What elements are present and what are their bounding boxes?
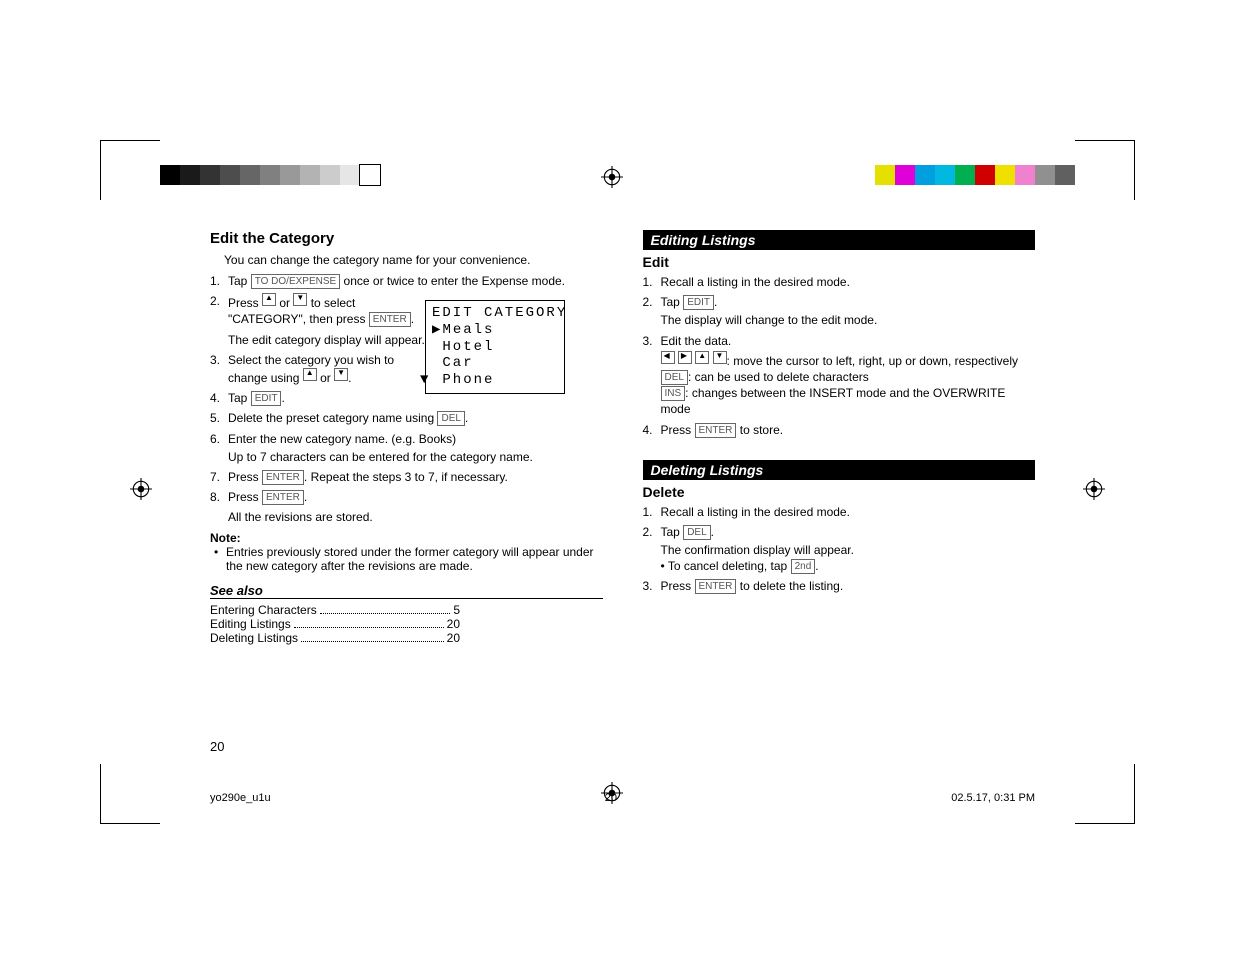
step-sub: DEL: can be used to delete characters (661, 369, 1036, 385)
intro-text: You can change the category name for you… (224, 253, 603, 267)
section-bar: Deleting Listings (643, 460, 1036, 480)
up-arrow-key-icon (695, 351, 709, 364)
right-column: Editing Listings Edit 1.Recall a listing… (643, 230, 1036, 764)
steps-list: 1.Recall a listing in the desired mode. … (643, 504, 1036, 595)
section-bar: Editing Listings (643, 230, 1036, 250)
right-arrow-key-icon (678, 351, 692, 364)
keycap: DEL (661, 370, 688, 385)
down-arrow-key-icon (713, 351, 727, 364)
see-also-row: Entering Characters5 (210, 603, 460, 617)
footer: yo290e_u1u 20 02.5.17, 0:31 PM (210, 792, 1035, 804)
step: 4. Tap EDIT. (210, 390, 603, 406)
step-sub: All the revisions are stored. (228, 509, 603, 525)
keycap: ENTER (695, 579, 737, 594)
note-text: Entries previously stored under the form… (214, 545, 603, 573)
crop-mark (1075, 764, 1135, 824)
step: 3. Edit the data. : move the cursor to l… (643, 333, 1036, 418)
keycap: EDIT (251, 391, 282, 406)
grayscale-calibration-bar (160, 165, 380, 185)
keycap: ENTER (369, 312, 411, 327)
page: EDIT CATEGORY ▶Meals Hotel Car ▼ Phone E… (0, 0, 1235, 954)
keycap: ENTER (262, 470, 304, 485)
crop-mark (1075, 140, 1135, 200)
left-arrow-key-icon (661, 351, 675, 364)
step: 1.Recall a listing in the desired mode. (643, 274, 1036, 290)
step: 3. Select the category you wish to chang… (210, 352, 603, 386)
see-also-row: Deleting Listings20 (210, 631, 460, 645)
step: 1.Recall a listing in the desired mode. (643, 504, 1036, 520)
step-sub: The confirmation display will appear. (661, 542, 1036, 558)
crop-mark (100, 764, 160, 824)
keycap: TO DO/EXPENSE (251, 274, 341, 289)
see-also-heading: See also (210, 583, 603, 599)
step: 5. Delete the preset category name using… (210, 410, 603, 426)
keycap: DEL (437, 411, 464, 426)
footer-timestamp: 02.5.17, 0:31 PM (951, 792, 1035, 804)
keycap: ENTER (262, 490, 304, 505)
step: 2. Tap DEL. The confirmation display wil… (643, 524, 1036, 575)
steps-list: 1. Tap TO DO/EXPENSE once or twice to en… (210, 273, 603, 525)
keycap: EDIT (683, 295, 714, 310)
content-area: Edit the Category You can change the cat… (210, 230, 1035, 764)
step: 3. Press ENTER to delete the listing. (643, 578, 1036, 594)
down-arrow-key-icon (293, 293, 307, 306)
step-sub: The edit category display will appear. (228, 332, 433, 348)
left-column: Edit the Category You can change the cat… (210, 230, 603, 764)
note-heading: Note: (210, 531, 603, 545)
keycap: 2nd (791, 559, 816, 574)
down-arrow-key-icon (334, 368, 348, 381)
see-also-list: Entering Characters5Editing Listings20De… (210, 603, 460, 645)
step-sub: The display will change to the edit mode… (661, 312, 1036, 328)
step: 7. Press ENTER. Repeat the steps 3 to 7,… (210, 469, 603, 485)
registration-mark-icon (601, 166, 623, 188)
subheading: Delete (643, 484, 1036, 500)
footer-file: yo290e_u1u (210, 792, 271, 804)
section-title: Edit the Category (210, 230, 603, 247)
subheading: Edit (643, 254, 1036, 270)
step-sub: • To cancel deleting, tap 2nd. (661, 558, 1036, 574)
keycap: DEL (683, 525, 710, 540)
up-arrow-key-icon (262, 293, 276, 306)
step: 2. Tap EDIT. The display will change to … (643, 294, 1036, 328)
see-also-row: Editing Listings20 (210, 617, 460, 631)
keycap: ENTER (695, 423, 737, 438)
steps-list: 1.Recall a listing in the desired mode. … (643, 274, 1036, 438)
crop-mark (100, 140, 160, 200)
step: 6. Enter the new category name. (e.g. Bo… (210, 431, 603, 465)
footer-page: 20 (605, 792, 617, 804)
step: 2. Press or to select "CATEGORY", then p… (210, 293, 603, 348)
step: 8. Press ENTER. All the revisions are st… (210, 489, 603, 525)
color-calibration-bar (875, 165, 1075, 185)
step-sub: : move the cursor to left, right, up or … (661, 351, 1036, 369)
step: 1. Tap TO DO/EXPENSE once or twice to en… (210, 273, 603, 289)
registration-mark-icon (130, 478, 152, 500)
step-sub: INS: changes between the INSERT mode and… (661, 385, 1036, 417)
registration-mark-icon (1083, 478, 1105, 500)
up-arrow-key-icon (303, 368, 317, 381)
step: 4. Press ENTER to store. (643, 422, 1036, 438)
keycap: INS (661, 386, 686, 401)
step-sub: Up to 7 characters can be entered for th… (228, 449, 603, 465)
page-number: 20 (210, 739, 224, 754)
